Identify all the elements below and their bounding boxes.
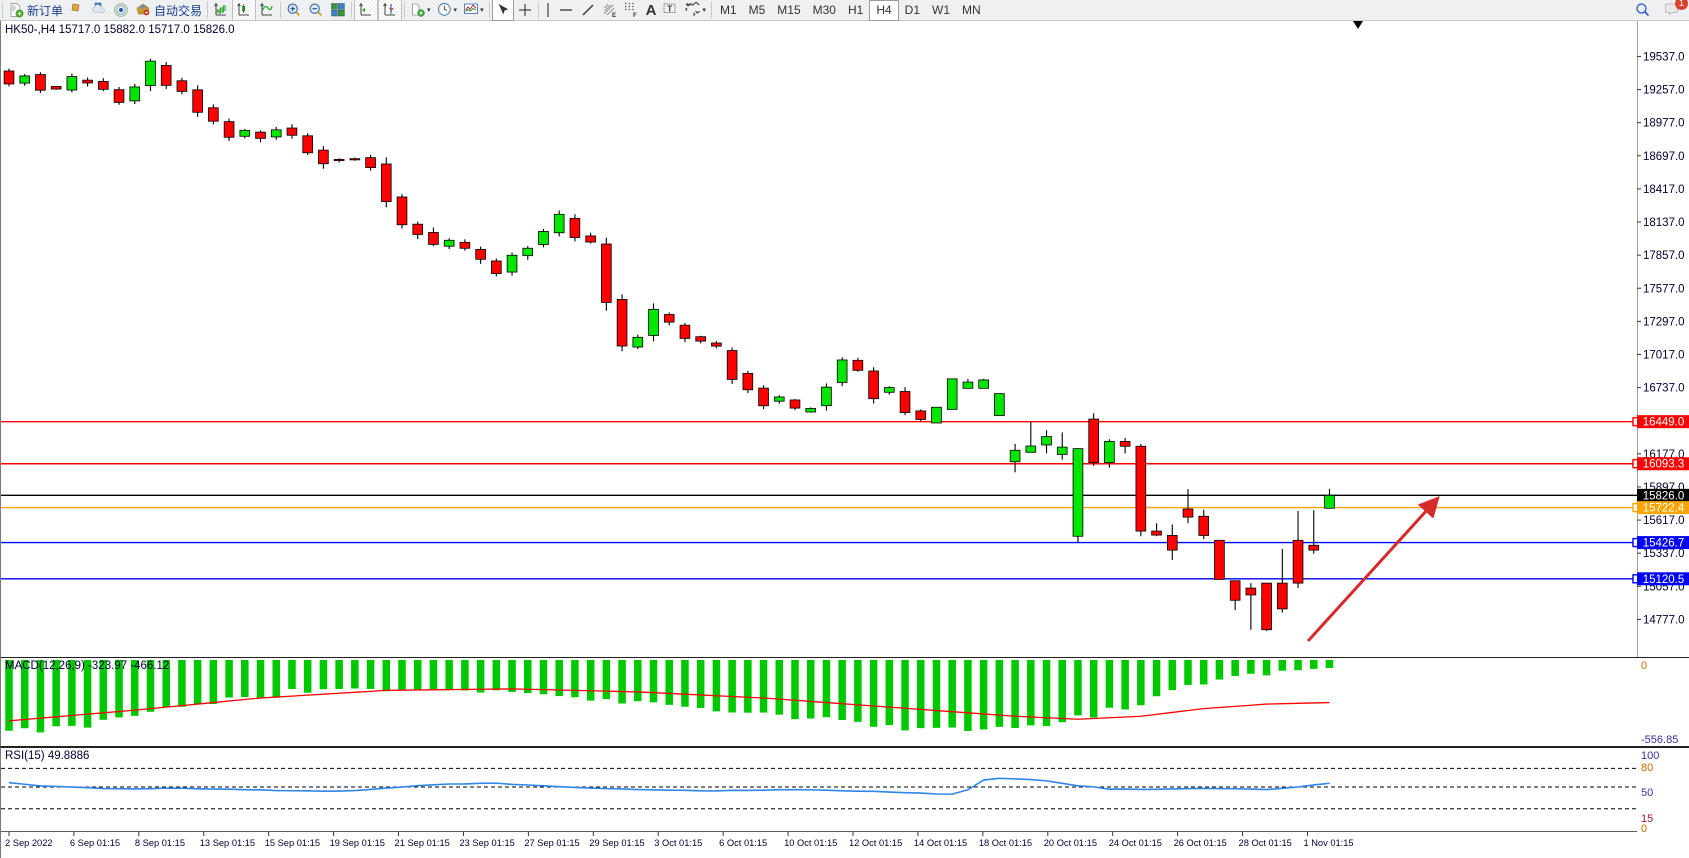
svg-text:0: 0 xyxy=(1641,660,1647,672)
svg-text:18697.0: 18697.0 xyxy=(1643,151,1685,163)
svg-text:18977.0: 18977.0 xyxy=(1643,118,1685,130)
svg-text:15120.5: 15120.5 xyxy=(1643,574,1685,586)
svg-text:19257.0: 19257.0 xyxy=(1643,85,1685,97)
svg-text:15426.7: 15426.7 xyxy=(1643,538,1685,550)
svg-text:16093.3: 16093.3 xyxy=(1643,459,1685,471)
svg-text:18 Oct 01:15: 18 Oct 01:15 xyxy=(979,838,1032,848)
svg-text:15 Sep 01:15: 15 Sep 01:15 xyxy=(265,838,320,848)
svg-text:-556.85: -556.85 xyxy=(1641,734,1678,746)
svg-text:17017.0: 17017.0 xyxy=(1643,349,1685,361)
svg-text:MACD(12,26,9) -323.97 -466.12: MACD(12,26,9) -323.97 -466.12 xyxy=(5,660,169,672)
svg-text:27 Sep 01:15: 27 Sep 01:15 xyxy=(524,838,579,848)
svg-text:18137.0: 18137.0 xyxy=(1643,217,1685,229)
svg-text:24 Oct 01:15: 24 Oct 01:15 xyxy=(1109,838,1162,848)
svg-text:0: 0 xyxy=(1641,823,1647,832)
svg-text:1 Nov 01:15: 1 Nov 01:15 xyxy=(1303,838,1353,848)
svg-text:19537.0: 19537.0 xyxy=(1643,51,1685,63)
svg-text:6 Oct 01:15: 6 Oct 01:15 xyxy=(719,838,767,848)
svg-text:F: F xyxy=(633,13,637,18)
svg-text:RSI(15) 49.8886: RSI(15) 49.8886 xyxy=(5,750,89,762)
svg-text:28 Oct 01:15: 28 Oct 01:15 xyxy=(1239,838,1292,848)
svg-text:16449.0: 16449.0 xyxy=(1643,417,1685,429)
svg-text:13 Sep 01:15: 13 Sep 01:15 xyxy=(200,838,255,848)
svg-text:19 Sep 01:15: 19 Sep 01:15 xyxy=(330,838,385,848)
svg-text:15337.0: 15337.0 xyxy=(1643,548,1685,560)
svg-text:6 Sep 01:15: 6 Sep 01:15 xyxy=(70,838,120,848)
svg-text:15826.0: 15826.0 xyxy=(1643,490,1685,502)
svg-text:8 Sep 01:15: 8 Sep 01:15 xyxy=(135,838,185,848)
svg-text:17857.0: 17857.0 xyxy=(1643,250,1685,262)
svg-text:17577.0: 17577.0 xyxy=(1643,283,1685,295)
svg-text:80: 80 xyxy=(1641,762,1653,774)
svg-text:10 Oct 01:15: 10 Oct 01:15 xyxy=(784,838,837,848)
svg-text:26 Oct 01:15: 26 Oct 01:15 xyxy=(1174,838,1227,848)
svg-text:16737.0: 16737.0 xyxy=(1643,383,1685,395)
svg-text:18417.0: 18417.0 xyxy=(1643,184,1685,196)
svg-text:21 Sep 01:15: 21 Sep 01:15 xyxy=(395,838,450,848)
svg-text:15722.4: 15722.4 xyxy=(1643,503,1685,515)
svg-text:2 Sep 2022: 2 Sep 2022 xyxy=(5,838,53,848)
svg-text:T: T xyxy=(668,4,673,13)
svg-text:15617.0: 15617.0 xyxy=(1643,515,1685,527)
svg-text:17297.0: 17297.0 xyxy=(1643,316,1685,328)
svg-text:HK50-,H4 15717.0 15882.0 1571: HK50-,H4 15717.0 15882.0 15717.0 15826.0 xyxy=(5,24,235,36)
svg-text:50: 50 xyxy=(1641,787,1653,799)
svg-text:100: 100 xyxy=(1641,750,1659,762)
svg-text:29 Sep 01:15: 29 Sep 01:15 xyxy=(589,838,644,848)
svg-text:23 Sep 01:15: 23 Sep 01:15 xyxy=(459,838,514,848)
svg-text:20 Oct 01:15: 20 Oct 01:15 xyxy=(1044,838,1097,848)
svg-text:14777.0: 14777.0 xyxy=(1643,614,1685,626)
svg-text:14 Oct 01:15: 14 Oct 01:15 xyxy=(914,838,967,848)
svg-text:12 Oct 01:15: 12 Oct 01:15 xyxy=(849,838,902,848)
svg-text:3 Oct 01:15: 3 Oct 01:15 xyxy=(654,838,702,848)
svg-text:E: E xyxy=(612,13,616,18)
